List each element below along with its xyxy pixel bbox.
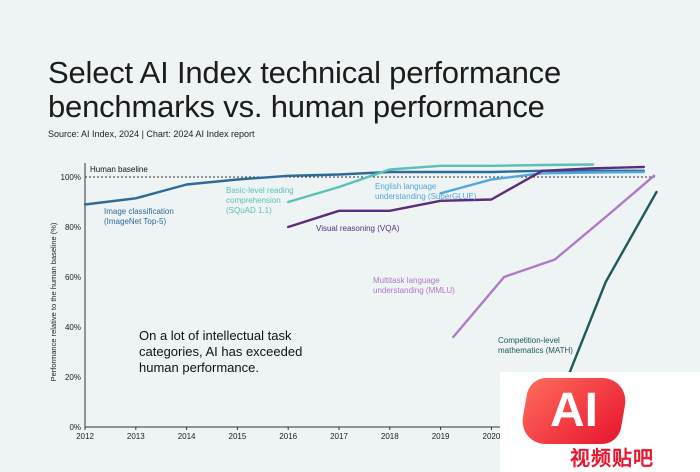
- series-line-0: [83, 169, 645, 206]
- y-tick-label: 20%: [65, 373, 81, 382]
- y-axis-title: Performance relative to the human baseli…: [49, 222, 58, 381]
- x-tick-label: 2013: [127, 432, 145, 441]
- series-label-4: understanding (MMLU): [373, 286, 455, 295]
- series-label-1: comprehension: [226, 196, 281, 205]
- series-label-4: Multitask language: [373, 276, 440, 285]
- logo-letters: AI: [550, 384, 598, 437]
- y-tick-label: 40%: [65, 323, 81, 332]
- x-tick-label: 2019: [432, 432, 450, 441]
- series-group: [83, 163, 658, 411]
- human-baseline-label: Human baseline: [90, 165, 148, 174]
- logo-text: 视频贴吧: [570, 446, 654, 470]
- x-tick-label: 2015: [229, 432, 247, 441]
- x-tick-label: 2017: [330, 432, 348, 441]
- series-label-1: Basic-level reading: [226, 186, 294, 195]
- series-label-5: Competition-level: [498, 336, 560, 345]
- chart-title: Select AI Index technical performance be…: [48, 56, 561, 124]
- x-tick-label: 2016: [279, 432, 297, 441]
- x-tick-label: 2012: [76, 432, 94, 441]
- x-tick-label: 2018: [381, 432, 399, 441]
- series-label-2: English language: [375, 182, 437, 191]
- title-line-1: Select AI Index technical performance: [48, 55, 562, 90]
- series-label-3: Visual reasoning (VQA): [316, 224, 400, 233]
- series-labels: Image classification(ImageNet Top-5) Basi…: [104, 182, 573, 355]
- series-line-1: [287, 163, 595, 204]
- annotation-line: categories, AI has exceeded: [139, 344, 302, 359]
- y-tick-label: 0%: [69, 423, 81, 432]
- series-line-4: [452, 174, 656, 339]
- series-label-0: Image classification: [104, 207, 174, 216]
- x-tick-label: 2020: [483, 432, 501, 441]
- series-label-0: (ImageNet Top-5): [104, 217, 166, 226]
- y-tick-label: 100%: [61, 173, 81, 182]
- y-tick-label: 60%: [65, 273, 81, 282]
- watermark-logo: AI 视频贴吧: [500, 372, 700, 472]
- source-note: Source: AI Index, 2024 | Chart: 2024 AI …: [48, 129, 255, 139]
- logo-badge: AI: [518, 378, 630, 444]
- annotation-line: human performance.: [139, 360, 259, 375]
- series-line-3: [287, 165, 645, 229]
- annotation-text: On a lot of intellectual task categories,…: [139, 328, 302, 375]
- series-line-5: [553, 190, 658, 411]
- series-label-5: mathematics (MATH): [498, 346, 573, 355]
- series-line-2: [439, 170, 645, 195]
- series-label-2: understanding (SuperGLUE): [375, 192, 477, 201]
- y-tick-label: 80%: [65, 223, 81, 232]
- title-line-2: benchmarks vs. human performance: [48, 89, 545, 124]
- series-label-1: (SQuAD 1.1): [226, 206, 272, 215]
- annotation-line: On a lot of intellectual task: [139, 328, 292, 343]
- x-tick-label: 2014: [178, 432, 196, 441]
